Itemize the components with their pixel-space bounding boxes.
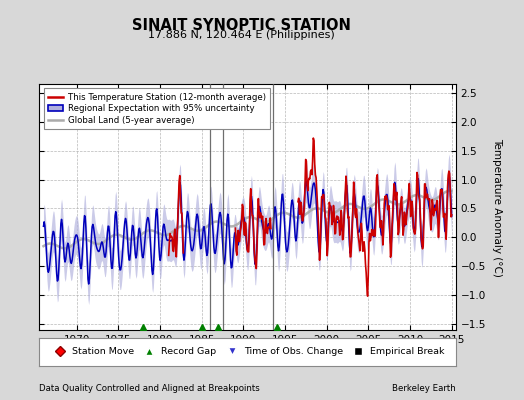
Legend: This Temperature Station (12-month average), Regional Expectation with 95% uncer: This Temperature Station (12-month avera… (43, 88, 270, 129)
Text: 17.886 N, 120.464 E (Philippines): 17.886 N, 120.464 E (Philippines) (148, 30, 334, 40)
Legend: Station Move, Record Gap, Time of Obs. Change, Empirical Break: Station Move, Record Gap, Time of Obs. C… (47, 345, 448, 359)
Text: SINAIT SYNOPTIC STATION: SINAIT SYNOPTIC STATION (132, 18, 351, 33)
Text: Berkeley Earth: Berkeley Earth (392, 384, 456, 393)
Y-axis label: Temperature Anomaly (°C): Temperature Anomaly (°C) (492, 138, 501, 276)
Text: Data Quality Controlled and Aligned at Breakpoints: Data Quality Controlled and Aligned at B… (39, 384, 260, 393)
